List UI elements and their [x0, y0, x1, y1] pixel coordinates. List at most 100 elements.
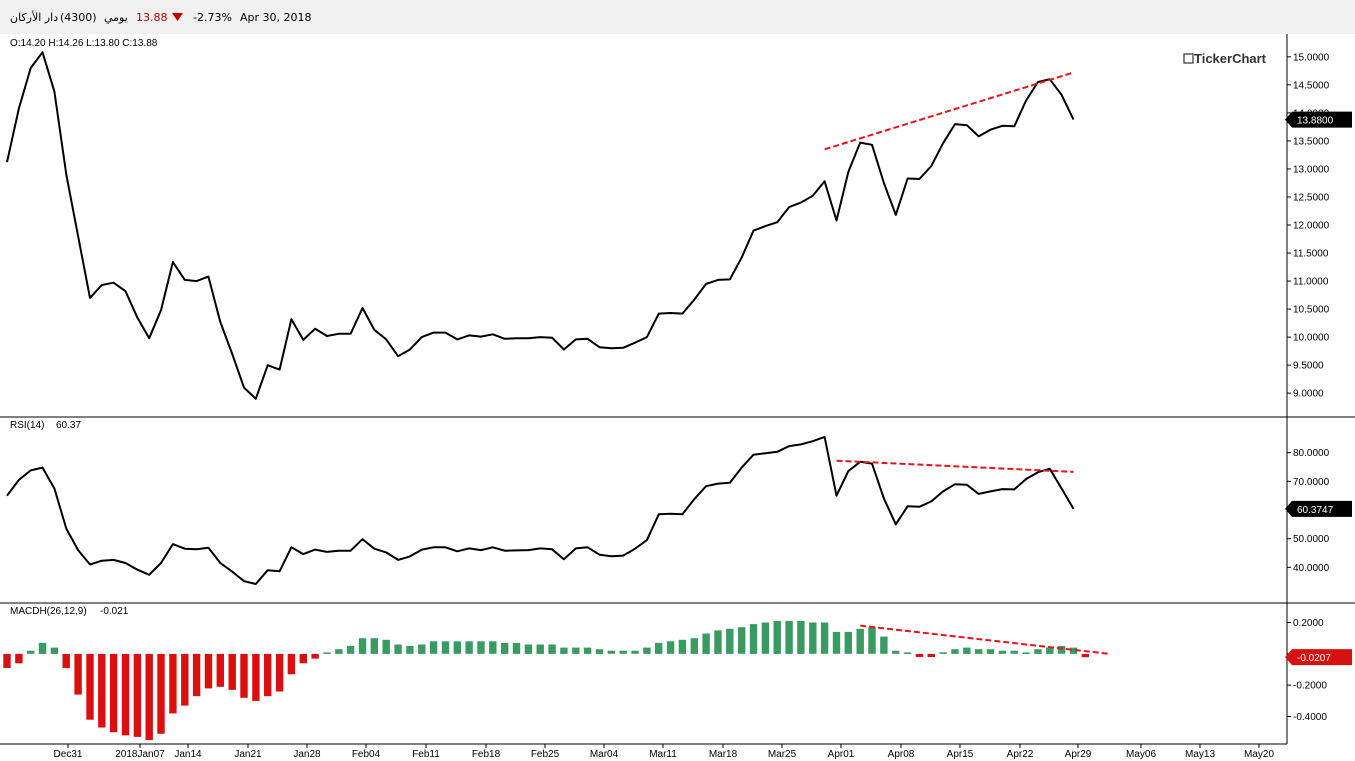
macd-bar: [335, 649, 343, 654]
macd-bar: [832, 631, 841, 654]
x-tick-label: Jan21: [234, 749, 262, 760]
macd-bar: [394, 644, 402, 654]
panel-1-plot: 80.000070.000060.000050.000040.000060.37…: [6, 435, 1352, 585]
rsi-panel: RSI(14) 60.37: [10, 420, 81, 431]
macd-panel: MACDH(26,12,9) -0.021: [10, 606, 129, 617]
y-tick-label: 10.0000: [1293, 333, 1330, 344]
macd-bar: [86, 653, 94, 720]
macd-bar: [892, 650, 900, 654]
macd-bar: [429, 641, 438, 654]
rsi-line: [6, 435, 1075, 585]
macd-bar: [939, 652, 947, 654]
macd-bar: [287, 653, 296, 675]
x-tick-label: Dec31: [54, 749, 83, 760]
macd-bar: [192, 653, 201, 697]
macd-bar: [915, 653, 924, 657]
macd-bar: [358, 638, 367, 654]
tickerchart-watermark: TickerChart: [1183, 51, 1267, 66]
macd-bar: [311, 653, 319, 659]
trendline: [836, 459, 1074, 473]
current-value-label: 60.3747: [1297, 505, 1334, 516]
macd-bar: [477, 641, 485, 654]
macd-bar: [702, 633, 710, 654]
macd-bar: [749, 624, 758, 654]
macd-bar: [583, 647, 592, 654]
macd-bar: [595, 649, 604, 654]
macd-bar: [797, 621, 805, 654]
macd-bar: [133, 653, 142, 737]
macd-bar: [666, 641, 675, 654]
y-tick-label: 0.2000: [1293, 618, 1324, 629]
price-line: [6, 51, 1075, 400]
macd-bar: [655, 642, 663, 654]
x-tick-label: Mar25: [768, 749, 797, 760]
current-value-marker: [1285, 500, 1352, 517]
macd-bar: [145, 653, 153, 740]
macd-bar: [50, 647, 59, 654]
x-tick-label: May13: [1185, 749, 1215, 760]
change-percent: -2.73%: [193, 11, 232, 24]
macd-bar: [38, 642, 47, 654]
macd-bar: [560, 647, 568, 654]
macd-bar: [74, 653, 82, 695]
x-tick-label: Feb25: [531, 749, 560, 760]
macd-bar: [1069, 647, 1078, 654]
x-tick-label: Jan14: [174, 749, 202, 760]
y-tick-label: 12.5000: [1293, 192, 1330, 203]
macd-bar: [441, 641, 450, 654]
y-tick-label: -0.4000: [1293, 712, 1327, 723]
y-tick-label: 10.5000: [1293, 305, 1330, 316]
current-value-marker: [1285, 111, 1352, 128]
macd-bar: [1034, 649, 1042, 654]
macd-bar: [15, 653, 23, 664]
macd-bar: [785, 621, 793, 654]
x-tick-label: Mar04: [590, 749, 619, 760]
watermark-logo-icon: [1183, 53, 1194, 64]
macd-bar: [761, 622, 770, 654]
macd-bar: [228, 653, 236, 690]
x-tick-label: May20: [1244, 749, 1274, 760]
macd-value: -0.021: [100, 606, 129, 617]
macd-bar: [169, 653, 177, 714]
macd-bar: [1057, 646, 1066, 654]
x-tick-label: 2018Jan07: [115, 749, 165, 760]
macd-bar: [572, 647, 580, 654]
macd-bar: [181, 653, 189, 706]
symbol-name: دار الأركان: [10, 10, 58, 24]
macd-bar: [809, 622, 817, 654]
header-bar: [0, 0, 1355, 34]
macd-bar: [3, 653, 11, 668]
macd-bar: [880, 636, 888, 654]
macd-bar: [418, 644, 426, 654]
macd-bar: [299, 653, 307, 664]
macd-bar: [820, 622, 829, 654]
current-value-label: -0.0207: [1297, 653, 1331, 664]
macd-bar: [323, 652, 331, 654]
y-tick-label: 14.5000: [1293, 80, 1330, 91]
x-axis: Dec31 2018Jan07 Jan14 Jan21 Jan28 Feb04 Feb11 F…: [54, 744, 1274, 760]
y-tick-label: -0.2000: [1293, 681, 1327, 692]
macd-bar: [738, 627, 746, 654]
macd-bar: [643, 647, 651, 654]
macd-bar: [678, 639, 687, 654]
x-tick-label: Apr15: [947, 749, 974, 760]
macd-bar: [501, 642, 509, 654]
macd-bar: [963, 647, 971, 654]
rsi-value: 60.37: [56, 420, 81, 431]
x-tick-label: Apr08: [888, 749, 915, 760]
macd-bar: [1081, 653, 1089, 658]
macd-bar: [346, 646, 355, 654]
macd-bar: [773, 621, 781, 654]
last-price: 13.88: [136, 11, 168, 24]
x-tick-label: Apr01: [828, 749, 855, 760]
y-tick-label: 12.0000: [1293, 221, 1330, 232]
triangle-down-icon: [172, 13, 183, 21]
x-tick-label: Mar18: [709, 749, 738, 760]
y-tick-label: 13.5000: [1293, 136, 1330, 147]
macd-bar: [714, 630, 722, 654]
macd-label: MACDH(26,12,9): [10, 606, 87, 617]
macd-bar: [975, 649, 983, 654]
macd-bar: [903, 652, 912, 654]
macd-bar: [453, 641, 461, 654]
